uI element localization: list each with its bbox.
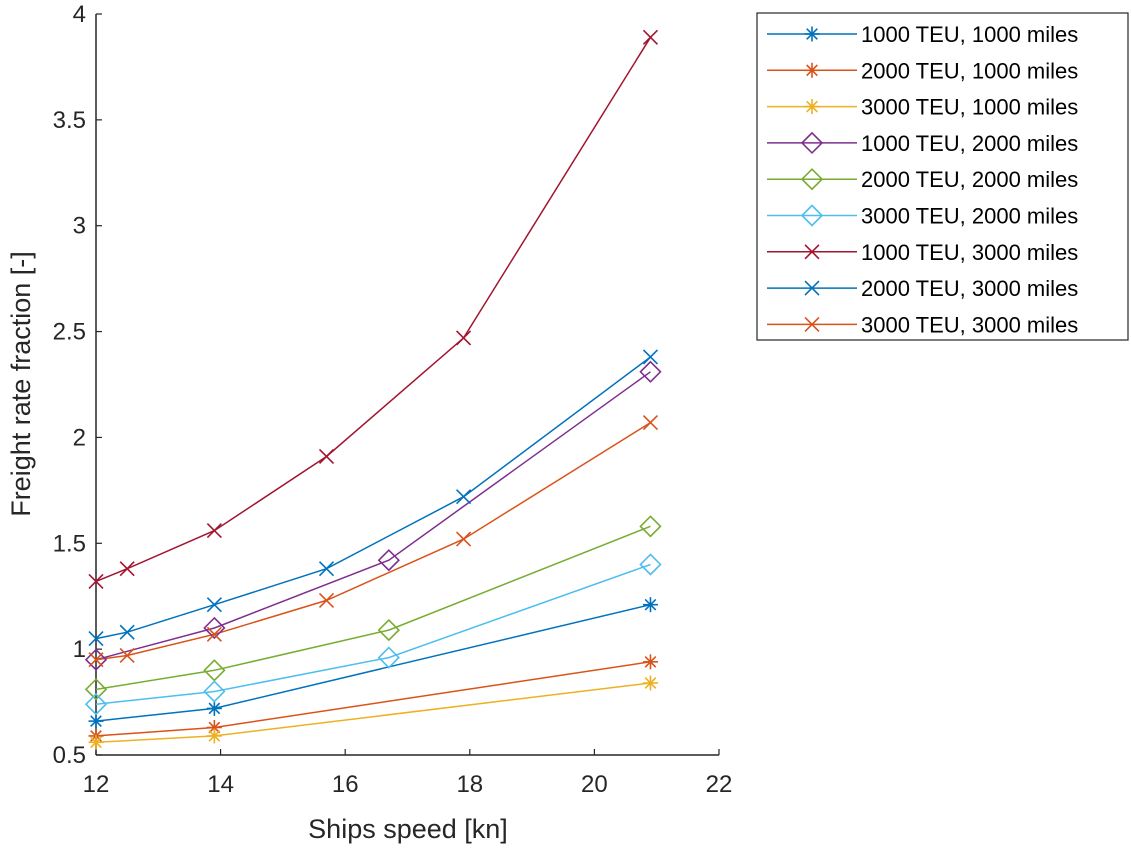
x-ticks: 12 14 16 18 20 22 — [83, 749, 733, 798]
data-point-s7-p3 — [206, 523, 222, 539]
series-line-4 — [95, 371, 651, 661]
legend-label: 1000 TEU, 1000 miles — [861, 22, 1078, 47]
data-point-s8-p1 — [88, 630, 104, 647]
series-line-2 — [95, 661, 651, 737]
data-point-s9-p1 — [88, 652, 104, 668]
legend-entry: 1000 TEU, 2000 miles — [767, 131, 1078, 156]
data-point-s3-p2 — [206, 728, 222, 744]
legend-label: 3000 TEU, 3000 miles — [861, 312, 1078, 337]
series-line-8 — [95, 356, 651, 640]
legend-entry: 3000 TEU, 3000 miles — [767, 312, 1078, 337]
y-axis-title: Freight rate fraction [-] — [6, 251, 36, 517]
y-tick-label: 4 — [73, 1, 86, 28]
legend-marker — [800, 204, 824, 227]
data-point-s8-p6 — [642, 349, 659, 365]
x-axis-title: Ships speed [kn] — [308, 814, 508, 844]
x-tick-label: 12 — [83, 771, 110, 798]
y-tick-label: 3.5 — [53, 107, 86, 134]
legend-marker — [804, 99, 820, 115]
legend-marker — [800, 168, 824, 191]
legend-label: 1000 TEU, 3000 miles — [861, 240, 1078, 265]
data-point-s8-p4 — [318, 561, 335, 577]
x-tick-label: 16 — [332, 771, 359, 798]
series-markers — [84, 29, 662, 750]
legend: 1000 TEU, 1000 miles 2000 TEU, 1000 miles… — [756, 12, 1129, 341]
data-point-s4-p1 — [84, 648, 108, 671]
data-point-s9-p2 — [119, 647, 135, 664]
data-point-s9-p5 — [456, 531, 472, 547]
x-tick-label: 22 — [706, 771, 733, 798]
legend-entry: 3000 TEU, 1000 miles — [767, 95, 1078, 120]
data-point-s7-p1 — [88, 573, 104, 589]
data-point-s6-p3 — [377, 646, 400, 669]
y-ticks: 0.5 1 1.5 2 2.5 3 3.5 4 — [53, 1, 102, 769]
data-point-s5-p4 — [639, 515, 662, 538]
legend-entry: 2000 TEU, 3000 miles — [767, 276, 1078, 301]
legend-entry: 1000 TEU, 3000 miles — [767, 240, 1078, 265]
data-point-s4-p3 — [377, 549, 400, 572]
data-point-s5-p1 — [84, 678, 108, 701]
legend-label: 2000 TEU, 1000 miles — [861, 58, 1078, 83]
data-point-s4-p4 — [639, 360, 662, 383]
y-tick-label: 2 — [73, 424, 86, 451]
legend-label: 2000 TEU, 2000 miles — [861, 167, 1078, 192]
legend-label: 3000 TEU, 1000 miles — [861, 95, 1078, 120]
series-line-9 — [95, 421, 651, 661]
data-point-s1-p1 — [88, 713, 104, 729]
data-point-s2-p3 — [642, 654, 658, 670]
legend-marker — [804, 62, 820, 78]
data-point-s3-p1 — [88, 734, 104, 750]
series-line-7 — [95, 36, 652, 583]
x-tick-label: 20 — [581, 771, 608, 798]
x-tick-label: 18 — [456, 771, 483, 798]
data-point-s1-p2 — [206, 700, 222, 716]
y-tick-label: 1 — [73, 636, 86, 663]
legend-entry: 2000 TEU, 2000 miles — [767, 167, 1078, 192]
legend-label: 2000 TEU, 3000 miles — [861, 276, 1078, 301]
legend-marker — [800, 131, 824, 155]
series-line-5 — [95, 525, 651, 691]
data-point-s8-p5 — [456, 489, 472, 505]
series-line-6 — [95, 563, 651, 705]
data-point-s7-p2 — [119, 561, 135, 577]
data-point-s7-p4 — [318, 448, 335, 465]
y-tick-label: 3 — [73, 213, 86, 240]
data-point-s6-p2 — [203, 680, 226, 703]
series-lines — [95, 36, 652, 744]
legend-marker — [804, 26, 820, 42]
y-tick-label: 2.5 — [53, 319, 86, 346]
data-point-s1-p3 — [642, 597, 658, 613]
data-point-s9-p6 — [642, 415, 659, 431]
data-point-s4-p2 — [203, 616, 226, 640]
data-point-s5-p3 — [377, 618, 400, 642]
y-tick-label: 0.5 — [53, 742, 86, 769]
data-point-s6-p4 — [639, 553, 662, 576]
data-point-s9-p4 — [318, 592, 335, 609]
legend-entry: 3000 TEU, 2000 miles — [767, 204, 1078, 229]
legend-entry: 1000 TEU, 1000 miles — [767, 22, 1078, 47]
legend-marker — [804, 244, 820, 260]
x-tick-label: 14 — [207, 771, 234, 798]
data-point-s3-p3 — [642, 675, 658, 691]
data-point-s7-p6 — [642, 29, 659, 45]
legend-label: 1000 TEU, 2000 miles — [861, 131, 1078, 156]
legend-label: 3000 TEU, 2000 miles — [861, 204, 1078, 229]
legend-entries: 1000 TEU, 1000 miles 2000 TEU, 1000 miles… — [767, 22, 1078, 337]
legend-marker — [804, 280, 820, 296]
y-tick-label: 1.5 — [53, 530, 86, 557]
legend-entry: 2000 TEU, 1000 miles — [767, 58, 1078, 83]
data-point-s6-p1 — [84, 693, 108, 716]
data-point-s8-p2 — [119, 624, 135, 640]
plot-area: 0.5 1 1.5 2 2.5 3 3.5 4 12 14 16 18 20 22 — [53, 1, 733, 798]
data-point-s5-p2 — [203, 659, 226, 682]
data-point-s9-p3 — [206, 626, 222, 642]
legend-marker — [804, 316, 820, 332]
data-point-s7-p5 — [456, 330, 472, 346]
data-point-s8-p3 — [206, 597, 222, 613]
